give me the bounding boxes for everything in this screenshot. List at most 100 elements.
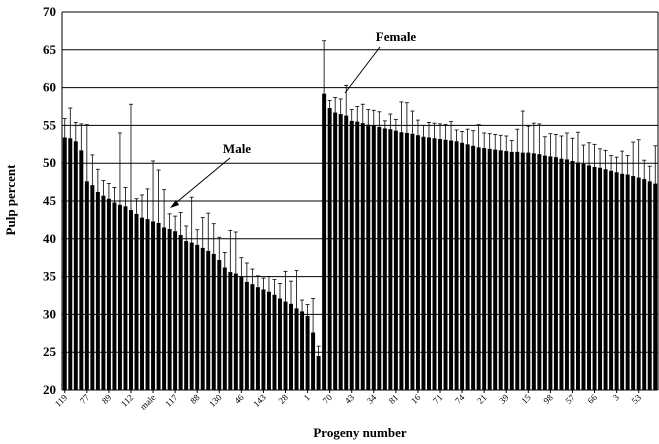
bar (68, 138, 73, 390)
bar (482, 148, 487, 390)
error-bar (349, 109, 354, 121)
x-tick-label: 16 (409, 392, 423, 406)
x-axis-label: Progeny number (313, 425, 407, 440)
annotation-arrow (171, 157, 231, 207)
error-bar (438, 123, 443, 140)
x-tick-label: male (138, 392, 157, 411)
bar (195, 244, 200, 390)
error-bar (476, 124, 481, 148)
bar (344, 115, 349, 391)
bar (228, 272, 233, 390)
error-bar (526, 125, 531, 153)
error-bar (73, 121, 78, 142)
error-bar (206, 212, 211, 251)
error-bar (636, 139, 641, 178)
bar (587, 165, 592, 390)
error-bar (509, 140, 514, 152)
bar (140, 217, 145, 390)
bar (460, 142, 465, 390)
error-bar (184, 225, 189, 242)
bar (84, 181, 89, 390)
error-bar (195, 229, 200, 245)
error-bar (316, 345, 321, 356)
error-bar (620, 150, 625, 174)
bar (112, 202, 117, 390)
bar (531, 153, 536, 390)
annotation: Male (223, 141, 251, 156)
error-bar (178, 211, 183, 236)
bar (277, 298, 282, 390)
error-bar (140, 194, 145, 218)
bar (90, 185, 95, 390)
bar (62, 137, 67, 390)
error-bar (520, 110, 525, 153)
bar (625, 174, 630, 390)
error-bar (449, 121, 454, 141)
error-bar (598, 148, 603, 168)
bar (151, 221, 156, 390)
bar (388, 129, 393, 390)
bar (526, 152, 531, 390)
bar (355, 121, 360, 391)
error-bar (415, 119, 420, 136)
bar (300, 311, 305, 390)
error-bar (117, 132, 122, 205)
error-bar (322, 40, 327, 94)
bar (636, 177, 641, 390)
bar (498, 150, 503, 390)
y-tick-label: 50 (43, 155, 56, 170)
y-tick-label: 30 (43, 306, 56, 321)
x-tick-label: 28 (276, 392, 290, 406)
y-tick-label: 45 (43, 193, 57, 208)
error-bar (542, 136, 547, 156)
bar (266, 291, 271, 390)
bar (404, 132, 409, 390)
bar (415, 135, 420, 390)
bar (642, 179, 647, 390)
error-bar (553, 134, 558, 158)
error-bar (211, 223, 216, 254)
error-bar (327, 100, 332, 109)
bar (504, 151, 509, 390)
bar (592, 166, 597, 390)
error-bar (360, 103, 365, 124)
x-tick-label: 74 (453, 392, 467, 406)
x-tick-label: 77 (78, 392, 92, 406)
bar (581, 163, 586, 390)
error-bar (300, 299, 305, 312)
bar (471, 145, 476, 390)
error-bar (62, 118, 67, 138)
error-bar (393, 118, 398, 131)
y-tick-label: 35 (43, 269, 57, 284)
error-bar (305, 304, 310, 316)
error-bar (239, 257, 244, 277)
error-bar (289, 280, 294, 304)
bar (294, 308, 299, 390)
bar (476, 147, 481, 390)
error-bar (272, 279, 277, 295)
bar (537, 154, 542, 390)
error-bar (255, 275, 260, 288)
error-bar (266, 276, 271, 292)
error-bar (294, 270, 299, 309)
error-bar (217, 236, 222, 260)
error-bar (106, 183, 111, 199)
error-bar (487, 133, 492, 149)
x-tick-label: 43 (343, 392, 357, 406)
x-tick-label: 112 (119, 392, 135, 408)
bar (101, 195, 106, 390)
error-bar (603, 149, 608, 170)
error-bar (151, 160, 156, 222)
bar (559, 158, 564, 390)
bar (553, 157, 558, 390)
annotation: Female (376, 29, 417, 44)
bar (106, 198, 111, 390)
error-bar (167, 213, 172, 229)
error-bar (647, 165, 652, 182)
error-bar (123, 186, 128, 207)
bar (653, 183, 658, 390)
error-bar (587, 142, 592, 166)
error-bar (145, 188, 150, 220)
bar (575, 162, 580, 390)
bar (73, 141, 78, 390)
